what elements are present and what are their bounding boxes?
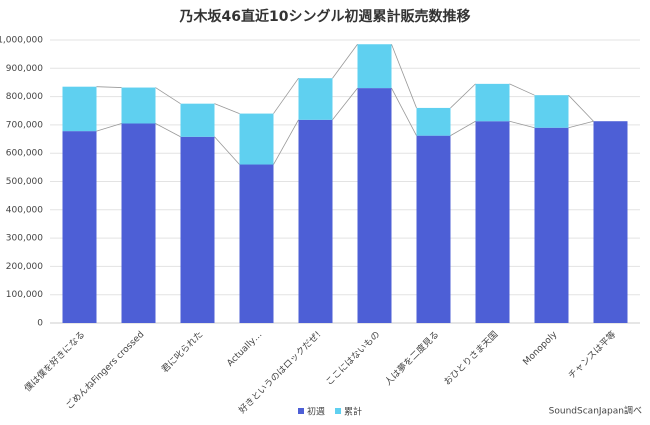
bar [475, 121, 510, 323]
x-tick-label: ここにはないもの [324, 329, 383, 388]
bar [298, 78, 333, 120]
series-line [568, 120, 594, 129]
series-line [450, 83, 476, 109]
y-tick-label: 700,000 [6, 120, 43, 130]
y-tick-label: 400,000 [6, 205, 43, 215]
series-line [509, 120, 535, 129]
series-line [155, 123, 181, 138]
bar [593, 121, 628, 323]
series-line [391, 87, 417, 136]
bar [121, 123, 156, 323]
y-tick-label: 300,000 [6, 234, 43, 244]
x-tick-label: Actually… [225, 330, 264, 369]
bar [180, 103, 215, 137]
bar [534, 127, 569, 323]
legend-swatch [298, 408, 304, 414]
bar [475, 83, 510, 122]
series-line [273, 119, 299, 165]
series-line [450, 120, 476, 137]
bar [180, 136, 215, 323]
bar [239, 113, 274, 165]
series-line [568, 94, 594, 122]
x-tick-label: おひとりさま天国 [442, 329, 501, 388]
chart-title: 乃木坂46直近10シングル初週累計販売数推移 [179, 8, 471, 25]
y-tick-label: 0 [37, 319, 43, 329]
series-line [273, 77, 299, 114]
x-tick-label: 僕は僕を好きになる [22, 328, 88, 394]
y-tick-label: 600,000 [6, 149, 43, 159]
x-tick-label: チャンスは平等 [566, 328, 619, 381]
bar [357, 44, 392, 89]
series-line [96, 86, 122, 88]
legend-swatch [335, 408, 342, 414]
bar [416, 135, 451, 323]
bar [416, 107, 451, 136]
legend-label: 初週 [307, 406, 325, 418]
series-line [509, 83, 535, 96]
bar [534, 95, 569, 128]
y-tick-label: 800,000 [6, 92, 43, 102]
series-line [332, 87, 358, 121]
series-line [332, 44, 358, 79]
bar [62, 131, 97, 323]
bar [298, 119, 333, 323]
legend-label: 累計 [344, 406, 362, 418]
x-tick-label: 人は夢を二度見る [382, 328, 441, 387]
y-tick-label: 900,000 [6, 64, 43, 74]
bar [121, 87, 156, 124]
series-line [96, 123, 122, 132]
bar [62, 86, 97, 132]
y-tick-label: 200,000 [6, 262, 43, 272]
bar [239, 164, 274, 323]
series-line [214, 136, 240, 165]
series-line [155, 87, 181, 105]
x-tick-label: 君に叱られた [159, 329, 205, 375]
source-note: SoundScanJapan調べ [549, 405, 642, 417]
y-tick-label: 500,000 [6, 177, 43, 187]
series-line [391, 44, 417, 109]
y-tick-label: 100,000 [6, 290, 43, 300]
y-tick-label: 1,000,000 [0, 36, 43, 46]
bar [357, 88, 392, 323]
x-tick-label: Monopoly [522, 329, 560, 367]
series-line [214, 103, 240, 114]
